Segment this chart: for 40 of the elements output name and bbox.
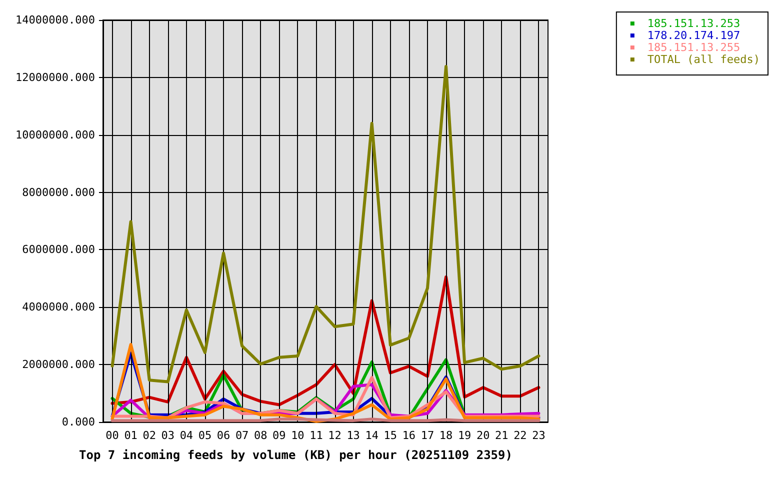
x-tick-label: 16: [402, 429, 416, 442]
y-tick-label: 10000000.000: [16, 128, 95, 142]
x-tick-label: 18: [439, 429, 453, 442]
x-tick-label: 12: [328, 429, 342, 442]
x-axis-title: Top 7 incoming feeds by volume (KB) per hour (20251109 2359): [79, 448, 512, 462]
x-tick-label: 13: [346, 429, 360, 442]
x-tick-label: 05: [198, 429, 212, 442]
x-tick-label: 10: [291, 429, 304, 442]
y-tick-label: 12000000.000: [16, 70, 95, 84]
x-tick-label: 07: [235, 429, 249, 442]
x-tick-label: 04: [180, 429, 194, 442]
x-tick-label: 20: [476, 429, 490, 442]
y-tick-label: 4000000.000: [22, 300, 95, 314]
y-tick-label: 0.000: [62, 416, 95, 428]
legend-label: 185.151.13.255: [647, 41, 740, 54]
x-tick-label: 03: [161, 429, 175, 442]
x-tick-label: 01: [124, 429, 138, 442]
x-tick-label: 00: [106, 429, 119, 442]
x-tick-label: 15: [384, 429, 398, 442]
y-tick-label: 14000000.000: [16, 14, 95, 26]
y-tick-label: 8000000.000: [22, 186, 95, 199]
x-tick-label: 23: [532, 429, 546, 442]
x-tick-label: 21: [495, 429, 508, 442]
x-tick-label: 14: [365, 429, 379, 442]
x-tick-label: 08: [254, 429, 268, 442]
x-tick-label: 17: [420, 429, 434, 442]
x-tick-label: 11: [310, 429, 323, 442]
x-tick-label: 09: [272, 429, 286, 442]
x-tick-label: 22: [514, 429, 527, 442]
line-series: [110, 275, 540, 406]
x-tick-label: 06: [216, 429, 230, 442]
y-tick-label: 6000000.000: [22, 243, 95, 256]
legend-label: TOTAL (all feeds): [647, 53, 760, 66]
legend-label: 178.20.174.197: [647, 29, 740, 42]
x-tick-label: 02: [142, 429, 156, 442]
x-tick-label: 19: [458, 429, 472, 442]
y-tick-label: 2000000.000: [22, 358, 95, 372]
line-series: [110, 65, 540, 384]
legend-label: 185.151.13.253: [647, 17, 740, 30]
line-series: [110, 342, 540, 423]
